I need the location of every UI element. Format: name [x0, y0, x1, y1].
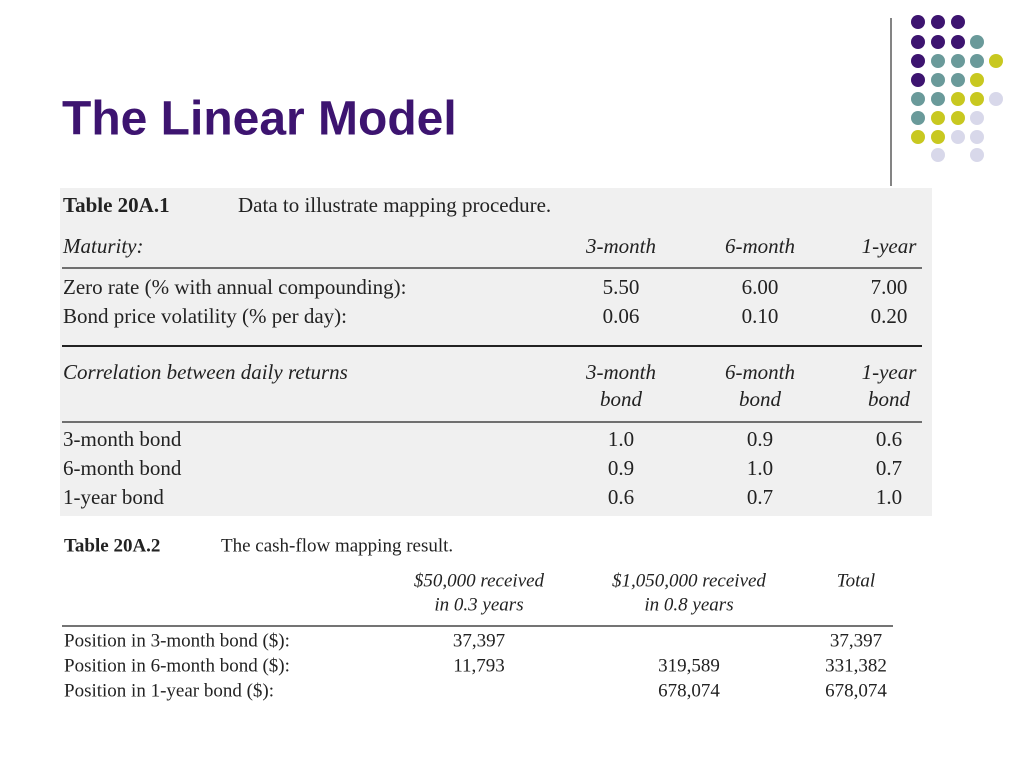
cell: Position in 1-year bond ($): [64, 680, 274, 701]
cell: 678,074 [658, 680, 720, 701]
cell: 1.0 [876, 485, 902, 509]
dot [931, 54, 945, 68]
dot [970, 35, 984, 49]
cell: 0.7 [747, 485, 773, 509]
cell: 678,074 [825, 680, 887, 701]
cell: Zero rate (% with annual compounding): [63, 275, 406, 299]
dot [970, 148, 984, 162]
cell: 37,397 [830, 630, 882, 651]
header-cell: bond [739, 387, 782, 411]
cell: 1-year bond [63, 485, 164, 509]
header-cell: bond [600, 387, 643, 411]
cell: 0.9 [747, 427, 773, 451]
dot [951, 92, 965, 106]
dot [931, 35, 945, 49]
dot [989, 92, 1003, 106]
table-caption: Data to illustrate mapping procedure. [238, 193, 551, 217]
dot [911, 15, 925, 29]
dot [911, 111, 925, 125]
decor-dots [911, 15, 1003, 162]
dot [970, 130, 984, 144]
dot [970, 92, 984, 106]
cell: 3-month bond [63, 427, 182, 451]
cell: 0.7 [876, 456, 902, 480]
header-cell: 3-month [585, 360, 656, 384]
dot [970, 54, 984, 68]
cell: 37,397 [453, 630, 505, 651]
cell: Position in 3-month bond ($): [64, 630, 290, 651]
header-cell: Total [837, 570, 875, 591]
cell: 0.6 [876, 427, 902, 451]
header-cell: $50,000 received [414, 570, 545, 591]
header-cell: 6-month [725, 234, 795, 258]
cell: 331,382 [825, 655, 887, 676]
dot [911, 130, 925, 144]
dot [970, 73, 984, 87]
dot [931, 92, 945, 106]
dot [911, 92, 925, 106]
dot [931, 73, 945, 87]
dot [951, 73, 965, 87]
header-cell: 1-year [862, 234, 918, 258]
dot [951, 35, 965, 49]
header-cell: 6-month [725, 360, 795, 384]
cell: 7.00 [871, 275, 908, 299]
header-cell: in 0.3 years [434, 594, 523, 615]
cell: Bond price volatility (% per day): [63, 304, 347, 328]
header-cell: Maturity: [62, 234, 143, 258]
cell: 1.0 [608, 427, 634, 451]
dot [989, 54, 1003, 68]
cell: 0.10 [742, 304, 779, 328]
dot [951, 15, 965, 29]
dot [911, 73, 925, 87]
cell: 0.06 [603, 304, 640, 328]
dot [931, 148, 945, 162]
dot [911, 54, 925, 68]
cell: 6-month bond [63, 456, 182, 480]
cell: 0.6 [608, 485, 634, 509]
table-label: Table 20A.2 [64, 535, 160, 556]
dot [970, 111, 984, 125]
cell: 11,793 [453, 655, 505, 676]
table-caption: The cash-flow mapping result. [221, 535, 453, 556]
header-cell: 1-year [862, 360, 918, 384]
dot [951, 130, 965, 144]
dot [911, 35, 925, 49]
tables: Table 20A.1 Data to illustrate mapping pr… [62, 193, 922, 701]
header-cell: Correlation between daily returns [63, 360, 348, 384]
dot [951, 111, 965, 125]
header-cell: bond [868, 387, 911, 411]
table1-bg [60, 188, 932, 516]
header-cell: 3-month [585, 234, 656, 258]
header-cell: in 0.8 years [644, 594, 733, 615]
cell: Position in 6-month bond ($): [64, 655, 290, 676]
cell: 5.50 [603, 275, 640, 299]
cell: 0.9 [608, 456, 634, 480]
dot [951, 54, 965, 68]
dot [931, 15, 945, 29]
table-label: Table 20A.1 [63, 193, 170, 217]
header-cell: $1,050,000 received [612, 570, 766, 591]
cell: 1.0 [747, 456, 773, 480]
slide-title: The Linear Model [62, 93, 457, 146]
cell: 6.00 [742, 275, 779, 299]
dot [931, 130, 945, 144]
cell: 0.20 [871, 304, 908, 328]
cell: 319,589 [658, 655, 720, 676]
dot [931, 111, 945, 125]
